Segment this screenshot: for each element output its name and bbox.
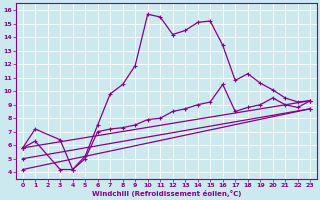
X-axis label: Windchill (Refroidissement éolien,°C): Windchill (Refroidissement éolien,°C)	[92, 190, 241, 197]
